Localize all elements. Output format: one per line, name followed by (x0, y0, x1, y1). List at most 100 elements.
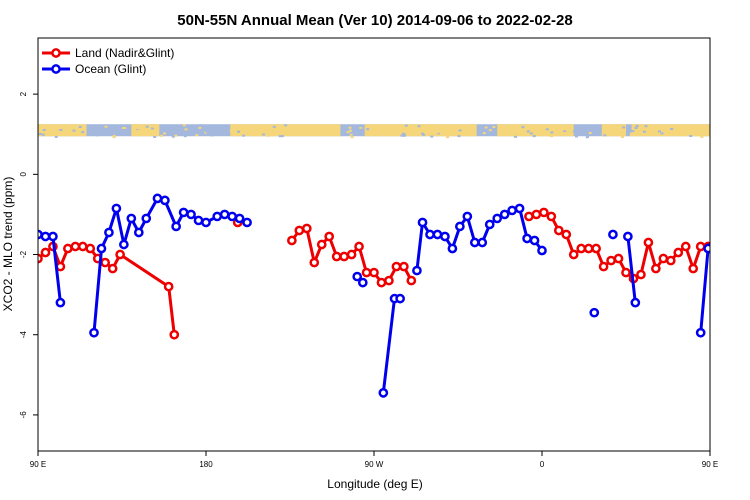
x-tick-label: 0 (540, 460, 545, 469)
strip-noise (348, 127, 351, 129)
data-point (102, 259, 109, 266)
data-point (555, 227, 562, 234)
land-band (497, 124, 574, 136)
data-point (615, 255, 622, 262)
y-tick-label: 2 (19, 91, 28, 96)
data-point (637, 271, 644, 278)
data-point (697, 243, 704, 250)
strip-noise (405, 125, 408, 127)
strip-noise (589, 132, 592, 134)
data-point (393, 263, 400, 270)
strip-noise (514, 136, 517, 138)
strip-noise (59, 129, 62, 131)
data-point (229, 213, 236, 220)
data-point (161, 197, 168, 204)
data-point (165, 283, 172, 290)
strip-noise (210, 134, 213, 136)
strip-noise (206, 131, 209, 133)
data-point (449, 245, 456, 252)
strip-noise (163, 132, 166, 134)
strip-noise (643, 131, 646, 133)
data-point (318, 241, 325, 248)
x-axis: 90 E 180 90 W 0 90 E (30, 451, 718, 469)
data-point (180, 209, 187, 216)
data-point (42, 249, 49, 256)
data-point (585, 245, 592, 252)
data-point (479, 239, 486, 246)
strip-noise (483, 132, 486, 134)
data-point (413, 267, 420, 274)
legend-label: Land (Nadir&Glint) (75, 46, 174, 60)
data-point (341, 253, 348, 260)
data-point (540, 209, 547, 216)
strip-noise (437, 131, 440, 133)
strip-noise (446, 136, 449, 138)
data-point (744, 283, 750, 290)
data-point (49, 233, 56, 240)
y-tick-label: -2 (19, 250, 28, 258)
data-point (525, 213, 532, 220)
strip-noise (79, 126, 82, 128)
data-point (712, 229, 719, 236)
strip-noise (111, 133, 114, 135)
strip-noise (230, 130, 233, 132)
data-point (660, 255, 667, 262)
strip-noise (459, 129, 462, 131)
strip-noise (184, 128, 187, 130)
strip-noise (700, 128, 703, 130)
data-point (113, 205, 120, 212)
strip-noise (55, 136, 58, 138)
data-point (712, 243, 719, 250)
data-point (195, 217, 202, 224)
strip-noise (307, 131, 310, 133)
strip-noise (119, 127, 122, 129)
data-point (538, 247, 545, 254)
strip-noise (489, 129, 492, 131)
strip-noise (610, 125, 613, 127)
strip-noise (418, 125, 421, 127)
data-point (348, 251, 355, 258)
data-point (57, 299, 64, 306)
strip-noise (200, 124, 203, 126)
strip-noise (575, 136, 578, 138)
data-point (221, 211, 228, 218)
strip-noise (273, 126, 276, 128)
strip-noise (533, 135, 536, 137)
strip-noise (350, 134, 353, 136)
strip-noise (522, 133, 525, 135)
strip-noise (542, 129, 545, 131)
data-point (516, 205, 523, 212)
strip-noise (172, 136, 175, 138)
strip-noise (183, 124, 186, 126)
series-line (383, 299, 400, 393)
strip-noise (113, 136, 116, 138)
strip-noise (485, 127, 488, 129)
data-point (202, 219, 209, 226)
data-point (719, 205, 726, 212)
strip-noise (184, 135, 187, 137)
data-point (143, 215, 150, 222)
data-point (501, 211, 508, 218)
strip-noise (654, 132, 657, 134)
data-point (400, 263, 407, 270)
data-point (98, 245, 105, 252)
strip-noise (42, 134, 45, 136)
strip-noise (160, 135, 163, 137)
strip-noise (689, 135, 692, 137)
data-point (87, 245, 94, 252)
strip-noise (281, 135, 284, 137)
strip-noise (521, 126, 524, 128)
data-point (600, 263, 607, 270)
strip-noise (430, 136, 433, 138)
data-point (690, 265, 697, 272)
data-point (456, 223, 463, 230)
data-point (171, 331, 178, 338)
data-point (296, 227, 303, 234)
strip-noise (703, 128, 706, 130)
strip-noise (242, 135, 245, 137)
data-point (727, 241, 734, 248)
strip-noise (351, 136, 354, 138)
strip-noise (565, 129, 568, 131)
strip-noise (697, 125, 700, 127)
data-point (486, 221, 493, 228)
